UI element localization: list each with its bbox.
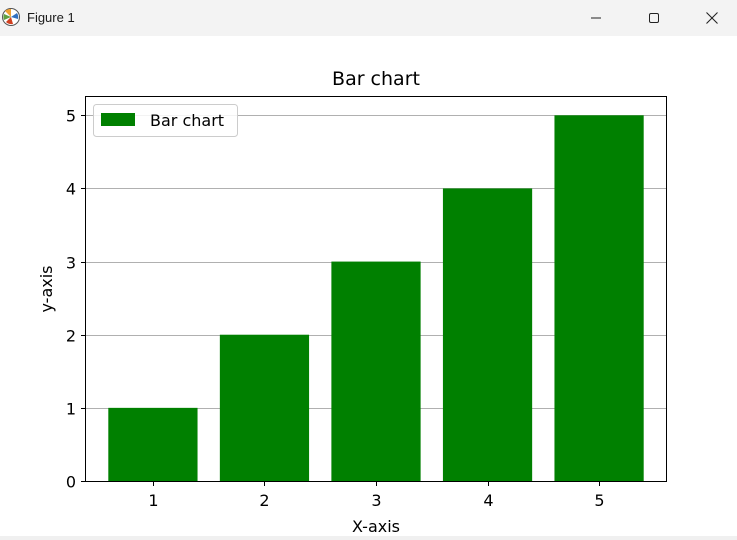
legend: Bar chart bbox=[93, 104, 238, 137]
y-tick-label: 2 bbox=[66, 327, 76, 346]
y-tick-label: 3 bbox=[66, 254, 76, 273]
bar bbox=[219, 334, 310, 481]
close-button[interactable] bbox=[683, 0, 737, 36]
matplotlib-logo-icon bbox=[2, 8, 20, 26]
x-tick-label: 2 bbox=[259, 491, 269, 510]
bar bbox=[331, 261, 421, 481]
bars bbox=[108, 115, 644, 482]
figure-canvas: Bar chart 1 2 3 4 5 0 1 2 3 4 5 X-axis y-axis Bar … bbox=[0, 36, 737, 536]
status-bar bbox=[0, 536, 737, 540]
window-title: Figure 1 bbox=[27, 10, 75, 25]
bar-chart: Bar chart 1 2 3 4 5 0 1 2 3 4 5 X-axis y-axis Bar … bbox=[37, 68, 667, 536]
maximize-icon bbox=[649, 13, 659, 23]
y-axis-label: y-axis bbox=[37, 265, 56, 312]
x-tick-label: 3 bbox=[371, 491, 381, 510]
minimize-icon bbox=[591, 17, 601, 19]
legend-label: Bar chart bbox=[150, 111, 224, 130]
maximize-button[interactable] bbox=[625, 0, 683, 36]
close-icon bbox=[706, 12, 718, 24]
x-axis-label: X-axis bbox=[352, 517, 400, 536]
x-tick-label: 5 bbox=[594, 491, 604, 510]
minimize-button[interactable] bbox=[567, 0, 625, 36]
chart-title: Bar chart bbox=[332, 68, 420, 90]
legend-box bbox=[93, 104, 238, 137]
axis-ticks: 1 2 3 4 5 0 1 2 3 4 5 bbox=[66, 107, 605, 511]
y-tick-label: 1 bbox=[66, 400, 76, 419]
x-tick-label: 4 bbox=[483, 491, 493, 510]
bar bbox=[108, 407, 198, 481]
y-tick-label: 0 bbox=[66, 473, 76, 492]
y-tick-label: 5 bbox=[66, 107, 76, 126]
window-titlebar: Figure 1 bbox=[0, 0, 737, 36]
bar bbox=[442, 188, 533, 481]
bar bbox=[554, 115, 644, 482]
y-tick-label: 4 bbox=[66, 180, 76, 199]
x-tick-label: 1 bbox=[148, 491, 158, 510]
legend-swatch bbox=[101, 113, 135, 126]
